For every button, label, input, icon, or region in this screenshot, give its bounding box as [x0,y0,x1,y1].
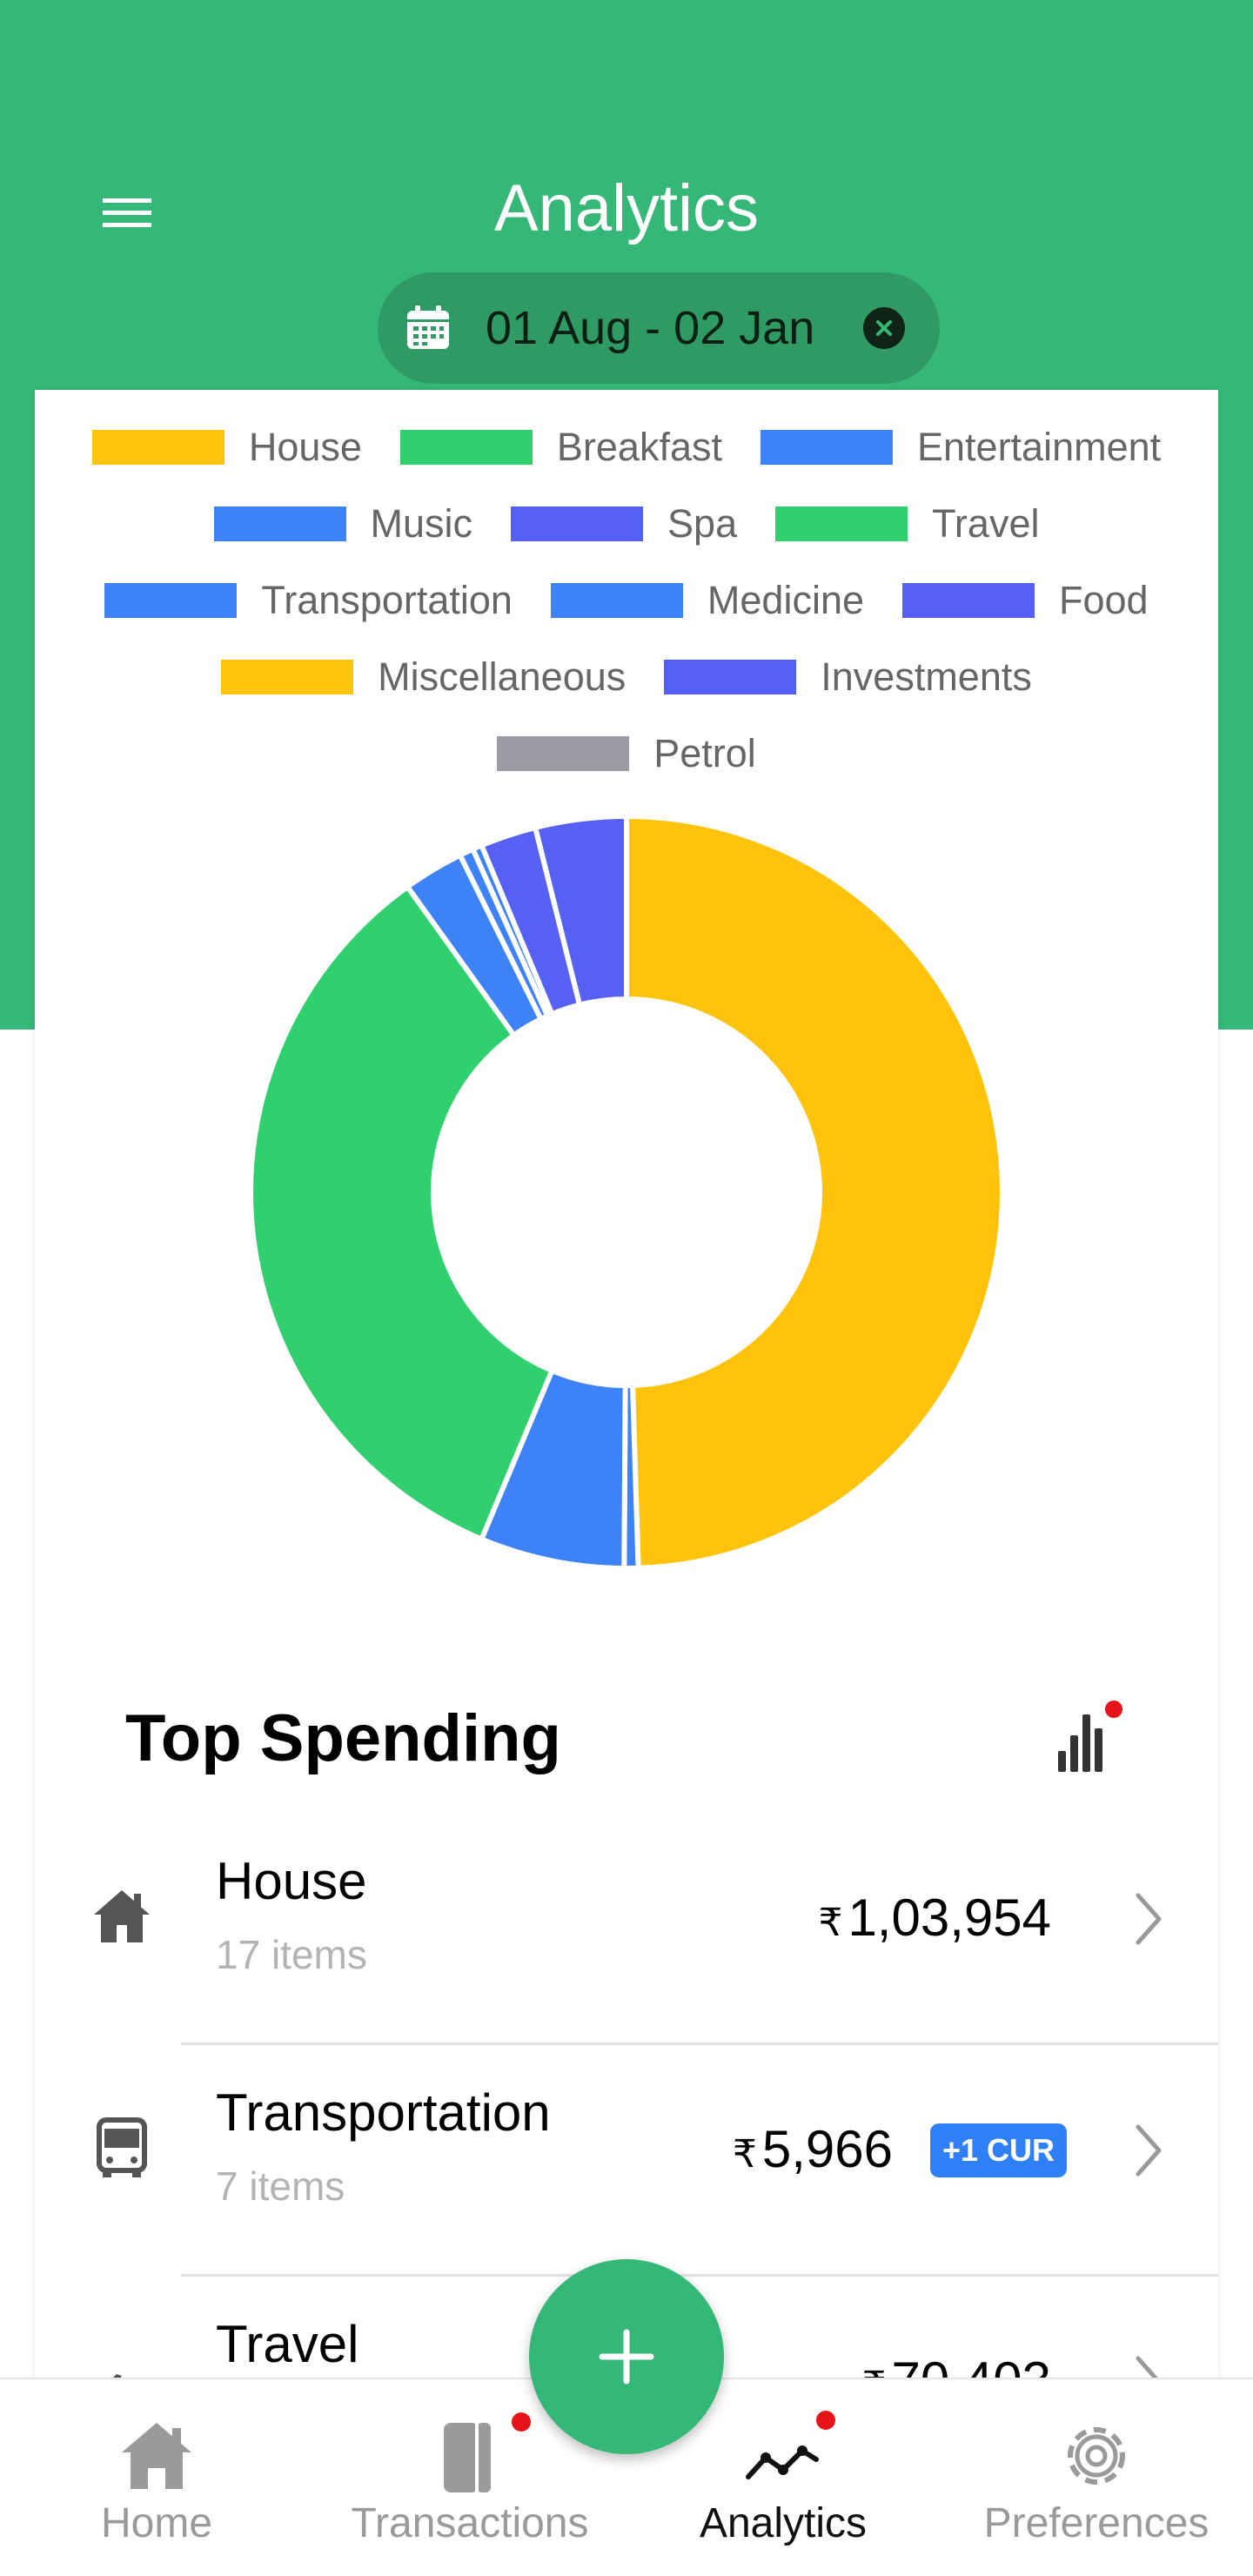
amount-value: 5,966 [761,2120,893,2178]
page-title: Analytics [493,171,760,245]
legend-item-petrol: Petrol [497,731,756,776]
legend-swatch [511,506,644,541]
legend-label: Breakfast [556,425,722,469]
legend-swatch [399,430,533,465]
legend-swatch [664,660,797,694]
currency-badge[interactable]: +1 CUR [929,2123,1067,2177]
legend-item-medicine: Medicine [550,578,864,623]
legend-label: Petrol [653,731,756,775]
legend-row: Miscellaneous Investments [35,639,1218,715]
close-icon [876,320,892,336]
chart-legend: House Breakfast Entertainment Music Spa Trave… [35,409,1218,792]
chart-view-toggle[interactable] [1053,1697,1122,1775]
donut-slice-travel [248,882,556,1543]
legend-label: Spa [667,501,738,546]
legend-swatch [213,506,346,541]
bus-icon [87,2113,157,2183]
legend-swatch [550,583,683,618]
currency-symbol: ₹ [732,2133,757,2176]
chevron-right-icon [1131,1888,1166,1949]
legend-swatch [761,430,893,465]
house-icon [87,1882,157,1951]
legend-row: Music Spa Travel [35,486,1218,562]
amount: ₹1,03,954 [818,1885,1051,1956]
legend-item-investments: Investments [664,654,1032,700]
legend-label: Miscellaneous [378,654,626,699]
legend-label: Music [370,501,473,546]
category-name: Transportation [216,2083,551,2142]
clear-date-button[interactable] [863,307,905,349]
plus-icon [599,2329,654,2385]
item-count: 7 items [216,2163,345,2209]
donut-slice-house [624,813,1005,1571]
amount: ₹5,966 [733,2116,893,2188]
nav-analytics[interactable]: Analytics [626,2379,940,2576]
spending-donut-chart [244,809,1009,1575]
donut-slice-investments [532,813,629,1009]
divider [181,2274,1218,2277]
chevron-right-icon [1131,2120,1166,2181]
nav-preferences[interactable]: Preferences [940,2379,1253,2576]
legend-item-music: Music [213,501,473,547]
legend-item-entertainment: Entertainment [761,425,1161,470]
legend-label: Travel [932,501,1040,546]
analytics-icon [740,2416,827,2494]
legend-swatch [902,583,1035,618]
date-range-text: 01 Aug - 02 Jan [486,302,815,354]
legend-swatch [104,583,238,618]
nav-home[interactable]: Home [0,2379,313,2576]
legend-label: Food [1059,578,1149,622]
legend-label: Investments [821,654,1032,699]
legend-item-transportation: Transportation [104,578,513,623]
legend-label: House [248,425,362,469]
legend-item-breakfast: Breakfast [399,425,722,470]
notification-dot [1105,1701,1122,1718]
item-count: 17 items [216,1932,367,1977]
bar-chart-icon [1058,1701,1122,1772]
legend-swatch [91,430,224,465]
divider [181,2043,1218,2045]
legend-swatch [497,736,630,771]
legend-item-travel: Travel [775,501,1039,547]
nav-label: Preferences [983,2500,1209,2546]
calendar-icon [404,304,452,352]
category-name: House [216,1852,367,1910]
legend-item-miscellaneous: Miscellaneous [221,654,626,700]
legend-label: Medicine [707,578,864,622]
legend-swatch [775,506,908,541]
nav-label: Transactions [351,2500,589,2546]
section-title: Top Spending [125,1701,561,1775]
hamburger-icon [103,198,151,227]
home-icon [113,2416,200,2494]
legend-item-food: Food [902,578,1149,623]
amount-value: 1,03,954 [848,1888,1051,1947]
legend-label: Transportation [261,578,513,622]
legend-swatch [221,660,354,694]
date-range-selector[interactable]: 01 Aug - 02 Jan [378,272,940,384]
notification-dot [816,2411,835,2430]
nav-label: Home [100,2500,213,2546]
currency-symbol: ₹ [818,1902,843,1944]
add-transaction-button[interactable] [529,2259,724,2454]
legend-row: Petrol [35,715,1218,792]
menu-button[interactable] [103,195,155,230]
legend-row: House Breakfast Entertainment [35,409,1218,486]
list-item-house[interactable]: House 17 items ₹1,03,954 [35,1814,1218,2045]
category-name: Travel [216,2315,359,2373]
nav-label: Analytics [699,2500,868,2546]
legend-item-spa: Spa [511,501,737,547]
legend-item-house: House [91,425,362,470]
nav-transactions[interactable]: Transactions [313,2379,626,2576]
list-item-transportation[interactable]: Transportation 7 items ₹5,966 +1 CUR [35,2045,1218,2277]
legend-row: Transportation Medicine Food [35,562,1218,639]
notification-dot [512,2412,531,2432]
transactions-icon [426,2416,513,2494]
gear-icon [1053,2416,1140,2494]
legend-label: Entertainment [917,425,1162,469]
